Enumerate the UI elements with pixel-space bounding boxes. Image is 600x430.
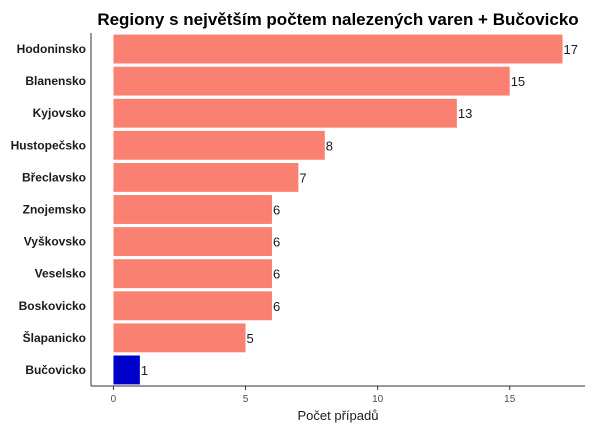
value-label-bucovicko: 1 [141, 363, 148, 378]
x-ticks-group: 0 5 10 15 [111, 386, 516, 405]
value-label-veselsko: 6 [273, 267, 280, 282]
category-labels-group: Hodoninsko Blanensko Kyjovsko Hustopečsko Bř… [11, 42, 86, 377]
value-labels-group: 17 15 13 8 7 6 6 6 6 5 1 [141, 42, 578, 378]
bar-vyskovsko [113, 227, 272, 257]
value-label-slapanicko: 5 [247, 331, 254, 346]
category-label-znojemsko: Znojemsko [23, 203, 86, 217]
x-tick-label-0: 0 [111, 394, 117, 405]
bar-znojemsko [113, 195, 272, 224]
category-label-kyjovsko: Kyjovsko [33, 106, 86, 120]
x-tick-label-5: 5 [243, 394, 249, 405]
bar-veselsko [113, 259, 272, 289]
x-axis-title: Počet případů [298, 408, 379, 423]
value-label-hustopecsko: 8 [326, 138, 333, 153]
bar-boskovicko [113, 291, 272, 321]
bars-group [113, 34, 563, 385]
value-label-breclavsko: 7 [299, 170, 306, 185]
category-label-hodoninsko: Hodoninsko [17, 42, 86, 56]
value-label-hodoninsko: 17 [564, 42, 578, 57]
value-label-vyskovsko: 6 [273, 235, 280, 250]
bar-blanensko [113, 66, 510, 96]
bar-breclavsko [113, 162, 299, 192]
category-label-vyskovsko: Vyškovsko [24, 235, 86, 249]
x-tick-label-15: 15 [504, 394, 516, 405]
bar-hodoninsko [113, 34, 563, 64]
category-label-veselsko: Veselsko [35, 267, 86, 281]
value-label-blanensko: 15 [511, 74, 525, 89]
x-tick-label-10: 10 [372, 394, 384, 405]
bar-kyjovsko [113, 98, 457, 128]
value-label-boskovicko: 6 [273, 299, 280, 314]
category-label-hustopecsko: Hustopečsko [11, 138, 86, 152]
category-label-blanensko: Blanensko [25, 74, 86, 88]
category-label-breclavsko: Břeclavsko [22, 170, 86, 184]
category-label-slapanicko: Šlapanicko [23, 330, 86, 345]
bar-bucovicko [113, 355, 140, 385]
bar-slapanicko [113, 323, 246, 353]
chart-title: Regiony s největším počtem nalezených va… [97, 10, 578, 29]
category-label-bucovicko: Bučovicko [25, 363, 86, 377]
category-label-boskovicko: Boskovicko [19, 299, 86, 313]
value-label-znojemsko: 6 [273, 203, 280, 218]
bar-hustopecsko [113, 130, 325, 160]
value-label-kyjovsko: 13 [458, 106, 472, 121]
